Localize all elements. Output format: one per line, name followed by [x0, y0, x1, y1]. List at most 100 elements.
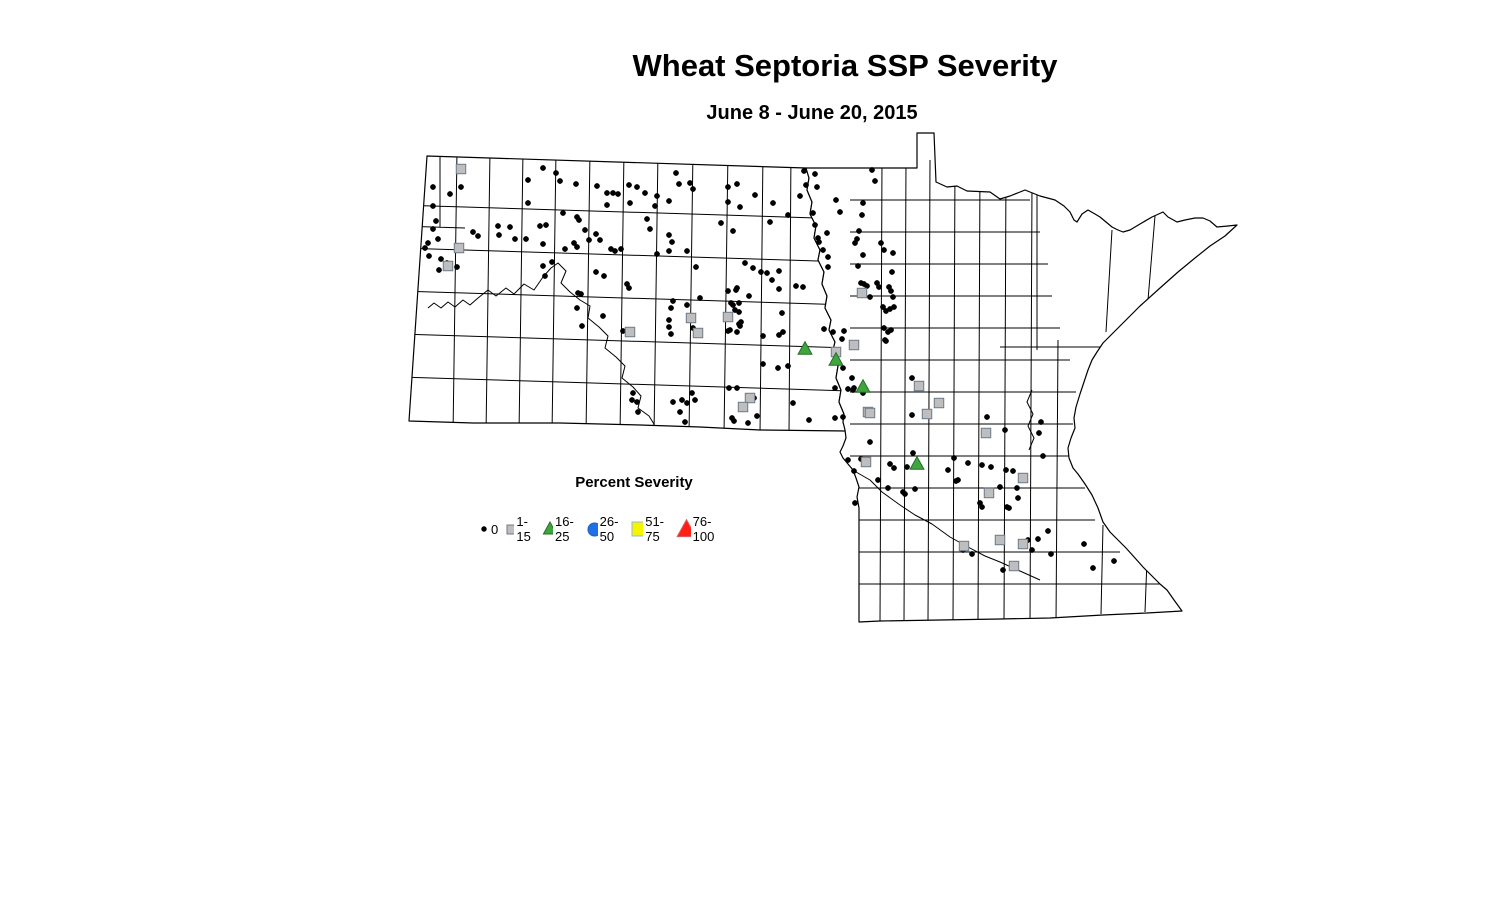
- map-point-dot-0: [582, 227, 588, 233]
- map-point-dot-0: [586, 237, 592, 243]
- map-point-dot-0: [629, 397, 635, 403]
- map-point-square-1-15: [1008, 560, 1020, 572]
- map-point-dot-0: [845, 386, 851, 392]
- legend-item-label: 16-25: [555, 514, 574, 544]
- map-point-dot-0: [876, 284, 882, 290]
- map-point-dot-0: [736, 300, 742, 306]
- map-point-dot-0: [997, 484, 1003, 490]
- map-point-dot-0: [945, 467, 951, 473]
- minnesota-outline: [805, 132, 1238, 623]
- map-point-dot-0: [507, 224, 513, 230]
- map-point-dot-0: [676, 181, 682, 187]
- map-point-dot-0: [872, 178, 878, 184]
- map-point-dot-0: [654, 251, 660, 257]
- page-title: Wheat Septoria SSP Severity: [632, 48, 1058, 83]
- map-point-dot-0: [670, 399, 676, 405]
- map-point-dot-0: [684, 400, 690, 406]
- map-point-dot-0: [540, 263, 546, 269]
- map-point-dot-0: [746, 293, 752, 299]
- map-point-dot-0: [806, 417, 812, 423]
- map-point-dot-0: [797, 193, 803, 199]
- map-point-dot-0: [745, 420, 751, 426]
- map-point-dot-0: [601, 273, 607, 279]
- map-point-dot-0: [726, 385, 732, 391]
- map-point-dot-0: [647, 226, 653, 232]
- map-point-square-1-15: [722, 311, 734, 323]
- map-point-square-1-15: [737, 401, 749, 413]
- map-point-dot-0: [540, 241, 546, 247]
- map-point-dot-0: [666, 248, 672, 254]
- map-point-dot-0: [436, 267, 442, 273]
- map-point-dot-0: [1081, 541, 1087, 547]
- map-point-dot-0: [891, 465, 897, 471]
- map-point-dot-0: [1006, 505, 1012, 511]
- map-point-dot-0: [776, 268, 782, 274]
- map-point-dot-0: [891, 304, 897, 310]
- severity-points-layer: [422, 163, 1117, 573]
- legend-item-label: 0: [491, 521, 499, 537]
- map-point-dot-0: [666, 198, 672, 204]
- map-point-dot-0: [725, 199, 731, 205]
- map-point-dot-0: [687, 180, 693, 186]
- map-point-square-1-15: [958, 540, 970, 552]
- map-point-dot-0: [673, 170, 679, 176]
- map-point-dot-0: [553, 170, 559, 176]
- map-point-dot-0: [560, 210, 566, 216]
- map-point-dot-0: [634, 399, 640, 405]
- map-point-dot-0: [1000, 567, 1006, 573]
- map-point-dot-0: [737, 204, 743, 210]
- map-point-square-1-15: [1017, 538, 1029, 550]
- dot-legend-icon: [481, 526, 487, 532]
- map-point-dot-0: [697, 295, 703, 301]
- map-point-dot-0: [426, 253, 432, 259]
- map-point-dot-0: [430, 184, 436, 190]
- map-point-dot-0: [438, 256, 444, 262]
- map-point-dot-0: [825, 254, 831, 260]
- map-point-dot-0: [764, 270, 770, 276]
- map-point-dot-0: [1035, 536, 1041, 542]
- north-dakota-state: [408, 155, 847, 432]
- map-point-dot-0: [425, 240, 431, 246]
- map-point-dot-0: [574, 305, 580, 311]
- map-point-dot-0: [642, 190, 648, 196]
- page-subtitle: June 8 - June 20, 2015: [706, 102, 918, 124]
- map-point-dot-0: [594, 183, 600, 189]
- map-point-dot-0: [856, 228, 862, 234]
- map-point-dot-0: [525, 177, 531, 183]
- map-point-dot-0: [785, 363, 791, 369]
- map-point-dot-0: [867, 294, 873, 300]
- map-point-dot-0: [821, 326, 827, 332]
- map-point-dot-0: [850, 387, 856, 393]
- map-point-dot-0: [776, 286, 782, 292]
- map-point-dot-0: [495, 223, 501, 229]
- map-point-dot-0: [644, 216, 650, 222]
- map-point-dot-0: [1010, 468, 1016, 474]
- map-point-dot-0: [725, 184, 731, 190]
- legend-item-label: 1-15: [516, 514, 531, 544]
- map-point-dot-0: [845, 457, 851, 463]
- map-point-dot-0: [693, 264, 699, 270]
- map-point-dot-0: [1014, 485, 1020, 491]
- map-point-dot-0: [666, 232, 672, 238]
- map-point-dot-0: [612, 248, 618, 254]
- map-point-dot-0: [910, 450, 916, 456]
- map-point-dot-0: [760, 361, 766, 367]
- map-point-dot-0: [889, 269, 895, 275]
- map-point-dot-0: [984, 414, 990, 420]
- map-point-dot-0: [810, 210, 816, 216]
- legend-item-1-15: 1-15: [505, 514, 534, 544]
- map-point-square-1-15: [860, 456, 872, 468]
- legend-item-26-50: 26-50: [586, 514, 624, 544]
- map-point-dot-0: [859, 212, 865, 218]
- map-point-square-1-15: [848, 339, 860, 351]
- map-point-dot-0: [670, 298, 676, 304]
- map-point-dot-0: [860, 252, 866, 258]
- map-point-dot-0: [776, 332, 782, 338]
- map-point-square-1-15: [856, 287, 868, 299]
- map-point-dot-0: [770, 200, 776, 206]
- map-point-square-1-15: [980, 427, 992, 439]
- map-point-dot-0: [785, 212, 791, 218]
- map-point-square-1-15: [744, 392, 756, 404]
- map-point-dot-0: [812, 222, 818, 228]
